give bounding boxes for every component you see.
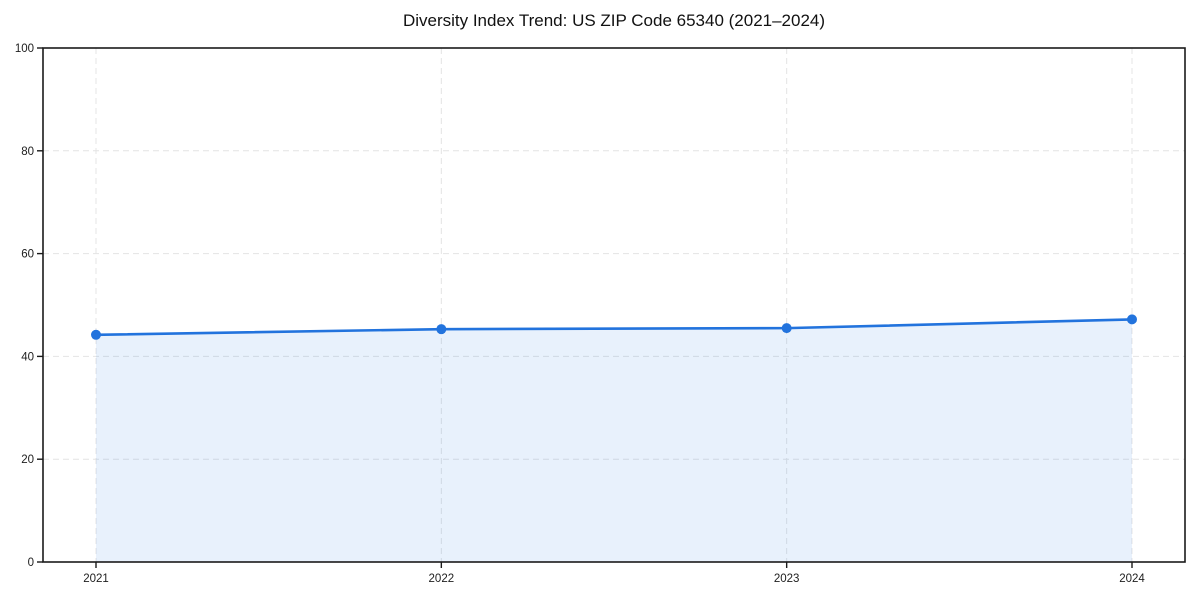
data-point-marker <box>436 324 447 335</box>
y-tick-label: 40 <box>21 351 34 363</box>
y-tick-label: 60 <box>21 249 34 261</box>
plot-border <box>42 47 1186 563</box>
data-point-marker <box>91 329 101 340</box>
x-tick-label: 2023 <box>774 573 800 585</box>
y-tick-label: 100 <box>15 43 34 55</box>
x-tick-label: 2022 <box>429 573 455 585</box>
data-point-marker <box>1127 314 1137 325</box>
y-tick-label: 0 <box>28 557 34 569</box>
x-tick-label: 2021 <box>83 573 109 585</box>
y-tick-label: 20 <box>21 454 34 466</box>
trend-line <box>94 318 1134 337</box>
y-tick-label: 80 <box>21 146 34 158</box>
x-tick-label: 2024 <box>1119 573 1145 585</box>
data-point-marker <box>781 323 792 334</box>
chart-title: Diversity Index Trend: US ZIP Code 65340… <box>402 11 826 30</box>
area-fill <box>96 319 1132 562</box>
